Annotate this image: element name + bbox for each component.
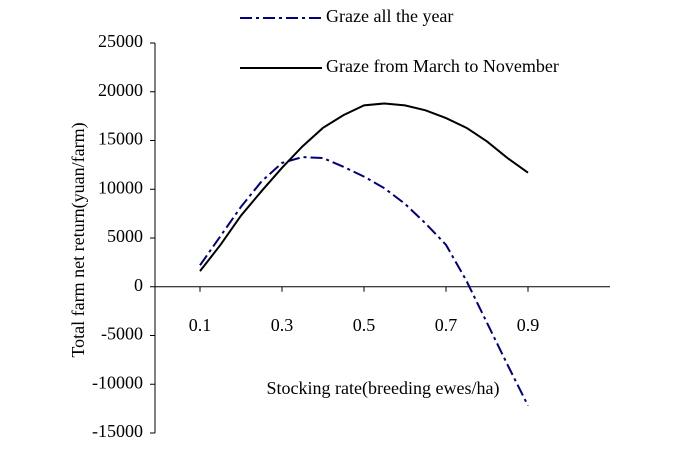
series-line: [199, 102, 529, 272]
x-tick-label: 0.9: [517, 315, 540, 335]
y-tick-label: 15000: [98, 129, 143, 149]
x-tick-label: 0.7: [435, 315, 458, 335]
legend-label: Graze from March to November: [326, 56, 559, 76]
x-tick-label: 0.3: [271, 315, 294, 335]
y-tick-label: 20000: [98, 80, 143, 100]
y-axis-label: Total farm net return(yuan/farm): [68, 122, 89, 357]
y-tick-label: -5000: [101, 324, 143, 344]
x-tick-label: 0.1: [189, 315, 212, 335]
x-axis-label: Stocking rate(breeding ewes/ha): [267, 378, 500, 399]
y-tick-label: 10000: [98, 177, 143, 197]
y-tick-label: 5000: [107, 226, 143, 246]
y-tick-label: 0: [134, 275, 143, 295]
x-tick-label: 0.5: [353, 315, 376, 335]
legend-label: Graze all the year: [326, 6, 453, 26]
y-tick-label: -15000: [92, 421, 143, 441]
y-tick-label: -10000: [92, 372, 143, 392]
series-line: [199, 156, 529, 407]
y-tick-label: 25000: [98, 31, 143, 51]
